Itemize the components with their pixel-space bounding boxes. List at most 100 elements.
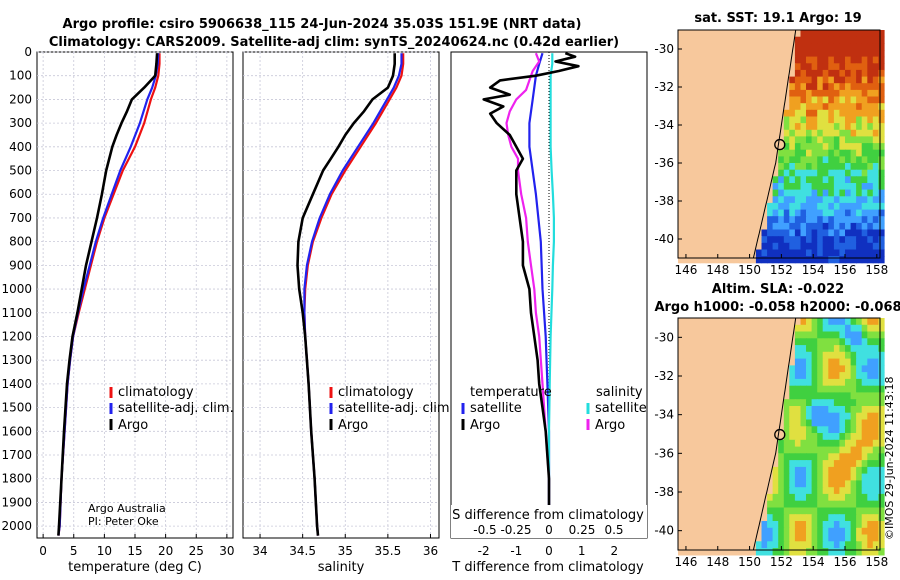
credit-line2: PI: Peter Oke	[88, 515, 159, 528]
map-cell	[689, 338, 696, 346]
map-cell	[800, 514, 807, 522]
map-cell	[817, 183, 824, 191]
map-cell	[861, 527, 868, 536]
map-cell	[850, 50, 857, 58]
map-cell	[744, 129, 751, 137]
map-cell	[689, 500, 696, 509]
map-cell	[711, 345, 718, 353]
map-cell	[694, 466, 701, 475]
map-cell	[744, 439, 751, 448]
map-cell	[683, 163, 690, 171]
map-cell	[822, 89, 829, 98]
map-cell	[689, 129, 696, 137]
map-cell	[789, 466, 796, 475]
map-cell	[778, 156, 785, 164]
map-cell	[717, 76, 724, 84]
map-cell	[733, 358, 740, 366]
map-cell	[778, 30, 785, 38]
map-cell	[828, 83, 835, 91]
map-cell	[711, 143, 718, 151]
map-cell	[833, 63, 841, 71]
map-cell	[767, 30, 774, 38]
map-cell	[806, 156, 813, 164]
map-cell	[761, 123, 768, 131]
map-cell	[817, 156, 824, 164]
map-cell	[839, 385, 846, 394]
map-cell	[700, 76, 707, 84]
map-cell	[722, 541, 729, 549]
map-cell	[867, 439, 874, 448]
map-cell	[867, 202, 874, 211]
lon-tick-label: 154	[802, 263, 825, 277]
map-cell	[878, 378, 885, 387]
map-cell	[705, 412, 712, 421]
map-cell	[700, 358, 707, 366]
map-cell	[750, 56, 757, 64]
map-cell	[750, 318, 757, 326]
map-cell	[817, 439, 824, 448]
map-cell	[761, 527, 768, 536]
map-cell	[811, 426, 818, 434]
map-cell	[705, 324, 712, 333]
map-cell	[878, 507, 885, 515]
depth-tick-label: 0	[24, 45, 32, 59]
map-cell	[778, 392, 785, 400]
map-cell	[717, 36, 724, 44]
map-cell	[717, 399, 724, 407]
map-cell	[839, 378, 846, 387]
map-cell	[850, 487, 857, 495]
map-cell	[861, 385, 868, 394]
map-cell	[689, 256, 696, 264]
map-cell	[772, 466, 779, 475]
map-cell	[700, 338, 707, 346]
map-cell	[806, 123, 813, 131]
map-cell	[867, 249, 874, 257]
map-cell	[728, 534, 735, 542]
map-cell	[772, 500, 779, 509]
map-cell	[733, 249, 740, 257]
map-cell	[817, 460, 824, 468]
map-cell	[750, 36, 757, 44]
map-cell	[689, 229, 696, 237]
map-cell	[839, 63, 846, 71]
map-cell	[755, 196, 763, 204]
map-cell	[800, 372, 807, 380]
map-cell	[689, 183, 696, 191]
map-cell	[833, 399, 841, 407]
map-cell	[822, 76, 829, 84]
map-cell	[739, 76, 746, 84]
lat-tick-label: -36	[654, 156, 674, 170]
map-cell	[722, 453, 729, 461]
map-cell	[856, 242, 863, 250]
map-cell	[839, 473, 846, 481]
map-cell	[705, 358, 712, 366]
map-cell	[817, 189, 824, 197]
map-cell	[683, 365, 690, 373]
map-cell	[744, 242, 751, 250]
map-cell	[678, 242, 685, 250]
map-cell	[711, 189, 718, 197]
map-cell	[728, 446, 735, 454]
map-cell	[839, 446, 846, 454]
map-cell	[828, 256, 835, 264]
map-cell	[728, 466, 735, 475]
map-cell	[683, 493, 690, 502]
map-cell	[722, 189, 729, 197]
map-cell	[767, 392, 774, 400]
map-cell	[811, 236, 818, 244]
map-cell	[705, 242, 712, 250]
map-cell	[789, 406, 796, 414]
map-cell	[806, 43, 813, 51]
map-cell	[689, 83, 696, 91]
map-cell	[806, 466, 813, 475]
map-cell	[783, 129, 790, 137]
map-cell	[822, 324, 829, 333]
map-cell	[739, 351, 746, 360]
map-cell	[833, 69, 841, 78]
map-cell	[845, 378, 852, 387]
map-cell	[705, 385, 712, 394]
map-cell	[839, 548, 846, 556]
x-tick-label: 1	[578, 544, 586, 558]
map-cell	[778, 365, 785, 373]
map-cell	[772, 196, 779, 204]
